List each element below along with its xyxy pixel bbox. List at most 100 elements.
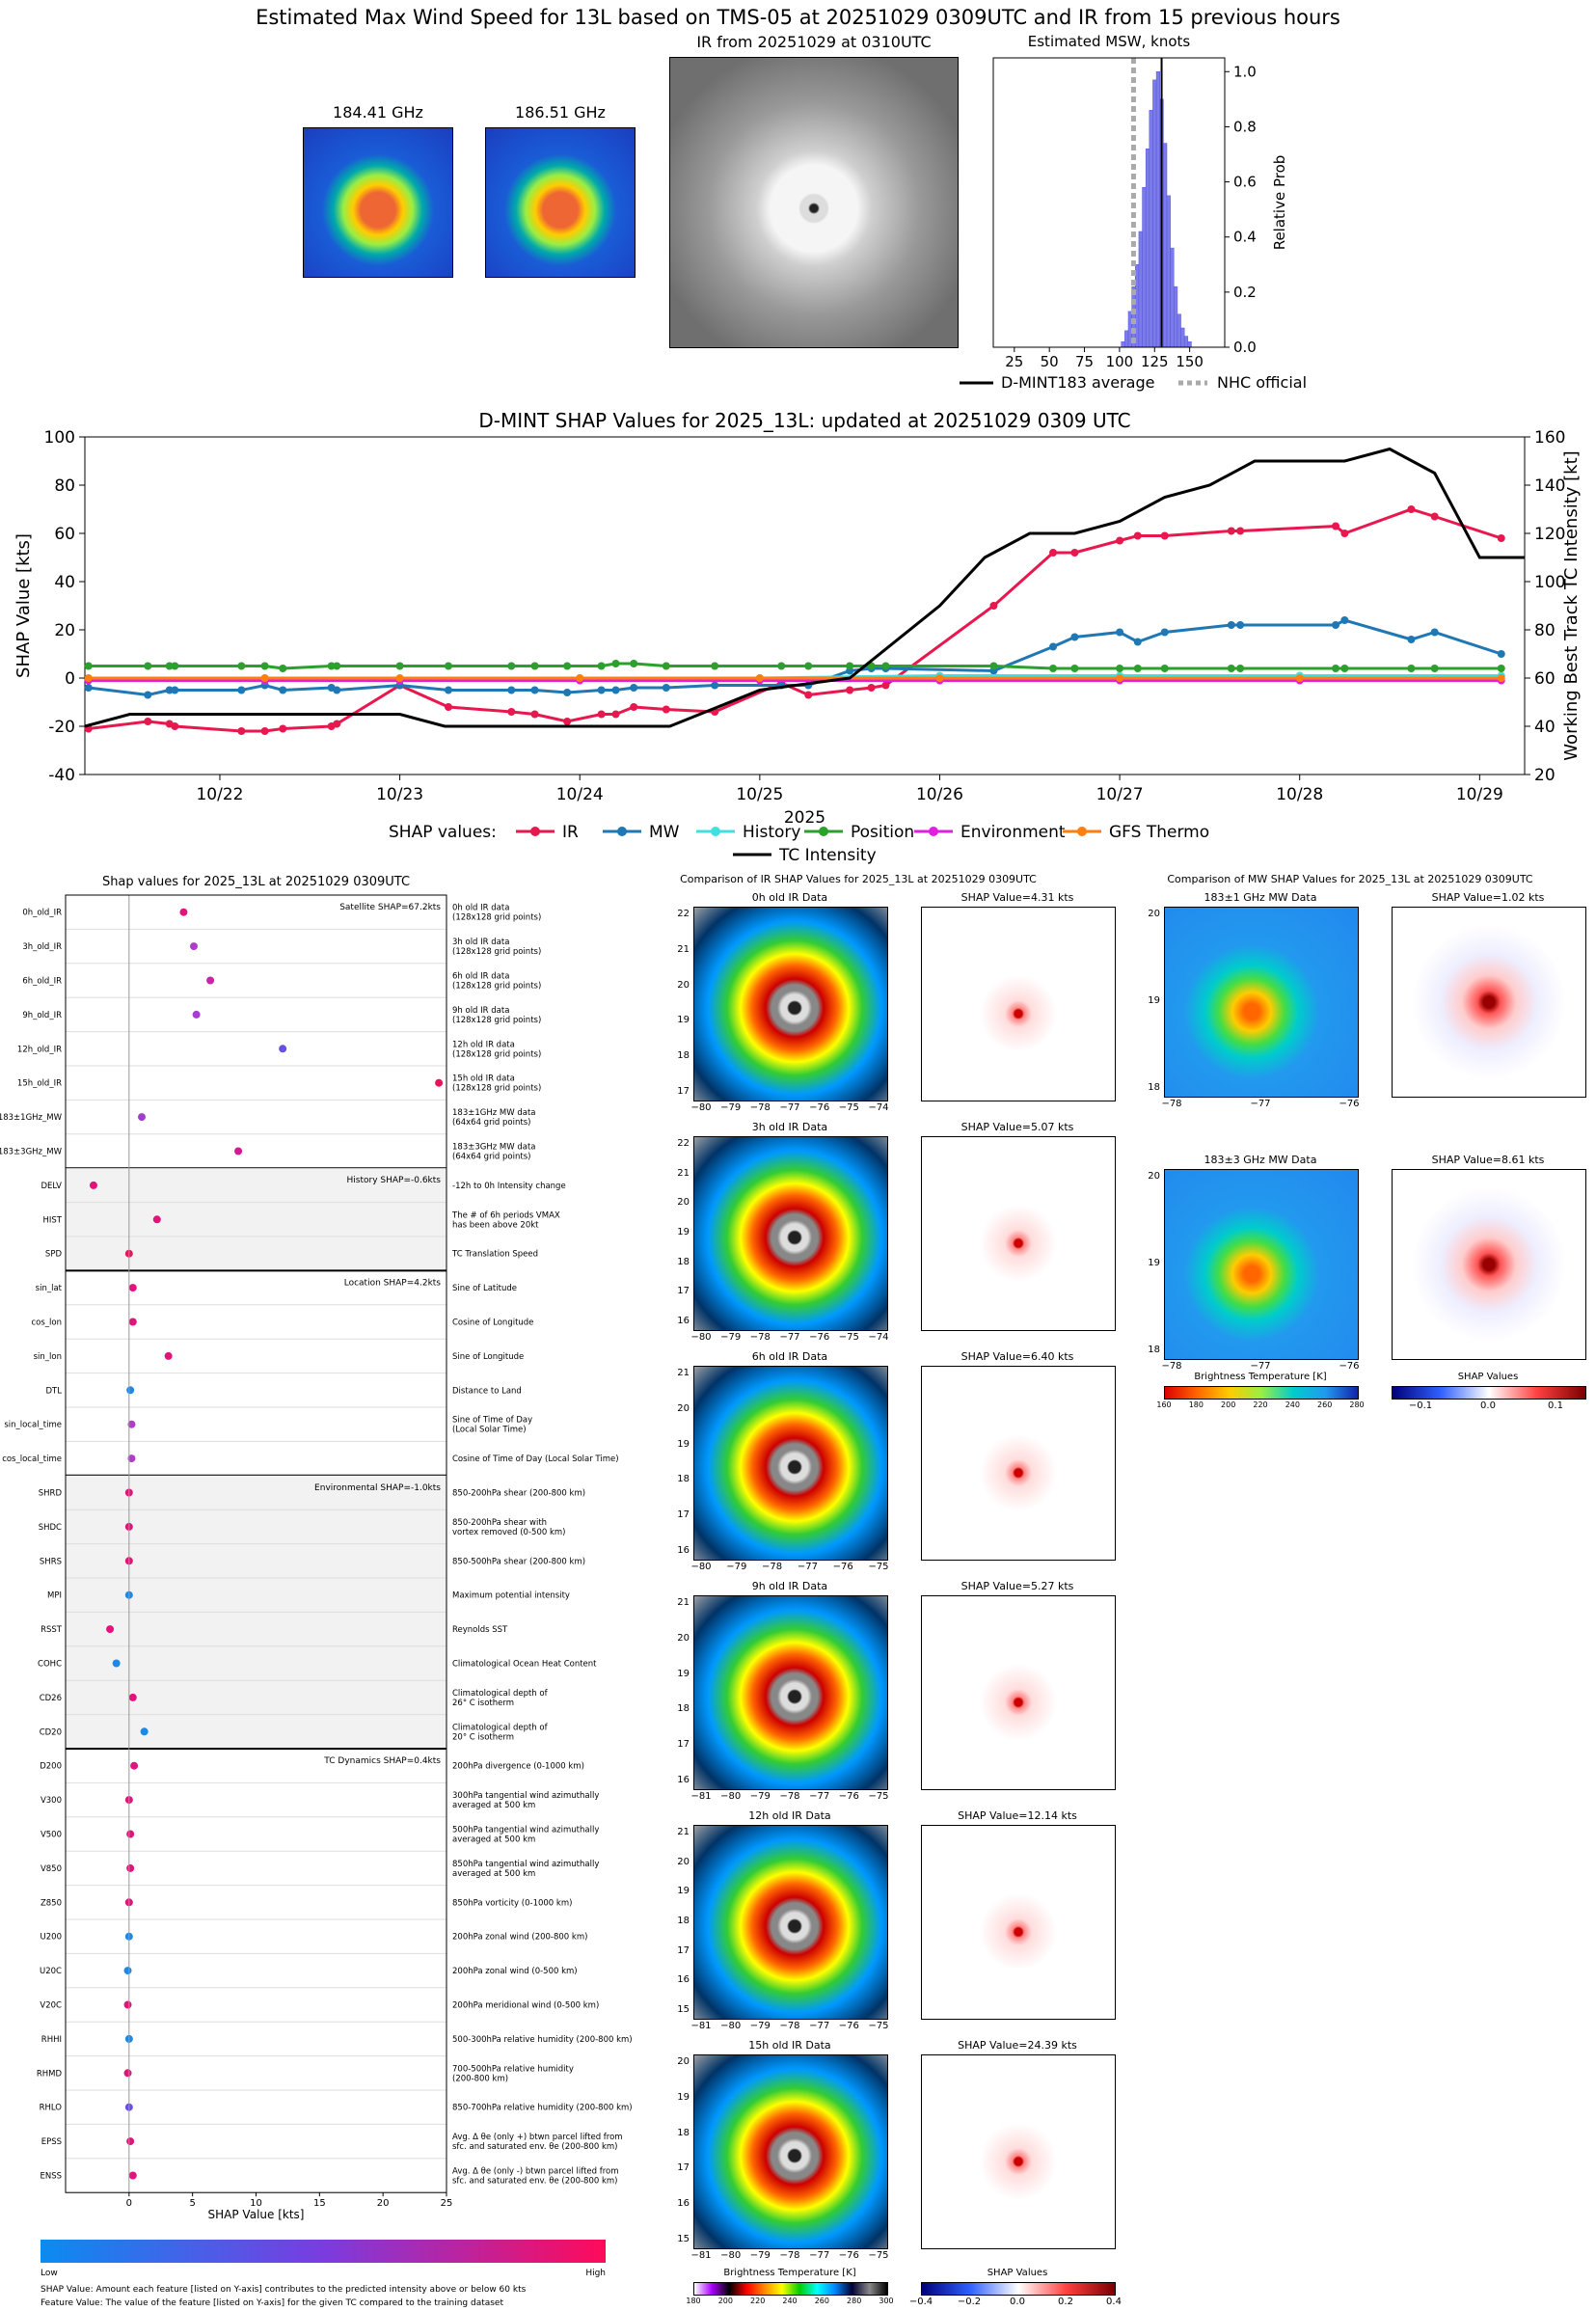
feat-xtick-label: 20 [377,2198,390,2209]
feature-name: RHMD [37,2069,63,2079]
hist-bar [1177,313,1181,348]
hist-xtick-label: 125 [1141,353,1169,370]
ir-image [669,57,959,348]
legend-marker-IR [530,827,540,836]
panel-shap-map [1392,1169,1586,1360]
hist-bar [1155,71,1160,348]
legend-nhc-label: NHC official [1217,373,1307,392]
series-line-Position [88,662,1501,670]
series-point-MW [1430,628,1439,637]
panel-ytick-label: 17 [677,1509,690,1521]
feature-desc: (64x64 grid points) [452,1118,530,1128]
panel-xtick-label: −77 [779,1102,800,1113]
feature-name: 15h_old_IR [17,1079,62,1089]
line-ytick-label: -20 [48,718,75,737]
series-point-MW [530,686,539,694]
shap-colorbar [921,2282,1116,2296]
feature-shap-chart: Shap values for 2025_13L at 20251029 030… [0,875,633,2308]
series-point-MW [1340,616,1349,624]
line-ytick-label: 60 [54,525,75,544]
feature-point [192,1010,201,1019]
panel-ytick-label: 17 [677,1944,690,1956]
hist-bar [1166,195,1171,348]
series-point-Position [171,662,179,670]
feat-xtick-label: 25 [441,2198,453,2209]
panel-data-map [693,1136,888,1331]
shap-colorbar-tick: −0.2 [957,2297,982,2307]
series-point-Position [260,662,269,670]
feature-name: SHRD [39,1489,63,1499]
series-point-IR [1160,531,1169,540]
panel-ytick-label: 17 [677,2162,690,2174]
footnote-2: Feature Value: The value of the feature … [41,2298,503,2308]
series-point-Position [989,662,998,670]
panel-xtick-label: −77 [809,1791,830,1802]
series-point-Position [1407,665,1416,672]
series-point-IR [1236,527,1245,535]
series-point-IR [597,710,606,719]
series-point-GFS Thermo [576,674,584,682]
feature-point [127,1420,136,1428]
series-point-Position [507,662,516,670]
hist-xtick-label: 100 [1106,353,1134,370]
feature-point [189,942,198,951]
series-point-Position [777,662,786,670]
legend-label-Environment: Environment [960,823,1066,842]
bt-colorbar-tick: 220 [1253,1400,1268,1409]
panel-xtick-label: −76 [838,2021,859,2031]
series-point-MW [144,691,152,699]
series-point-MW [662,684,670,692]
panel-ytick-label: 16 [677,1775,690,1785]
feat-xtick-label: 5 [189,2198,195,2209]
feature-point [106,1625,115,1634]
feature-name: RSST [41,1625,63,1635]
feature-name: 3h_old_IR [22,942,62,952]
feature-name: U200 [41,1933,62,1943]
feature-desc: sfc. and saturated env. θe (200-800 km) [452,2177,618,2187]
panel-ytick-label: 16 [677,1316,690,1326]
panel-xtick-label: −75 [838,1332,859,1343]
panel-data-label: 12h old IR Data [748,1809,831,1822]
panel-ytick-label: 20 [677,1402,690,1414]
series-point-IR [1116,536,1124,545]
panel-xtick-label: −78 [779,1791,800,1802]
shap-colorbar-tick: 0.0 [1480,1400,1496,1411]
panel-xtick-label: −78 [1161,1361,1182,1372]
feature-point [126,1386,135,1395]
panel-xtick-label: −78 [762,1562,783,1572]
line-xtick-label: 10/28 [1276,785,1323,804]
panel-ytick-label: 15 [677,2234,690,2244]
panel-ytick-label: 20 [1148,1171,1160,1182]
panel-shap-label: SHAP Value=1.02 kts [1431,891,1545,904]
line-y2label: Working Best Track TC Intensity [kt] [1561,450,1582,760]
series-point-MW [1070,633,1079,641]
series-point-IR [611,710,620,719]
feature-desc: (128x128 grid points) [452,1016,541,1025]
panel-xtick-label: −80 [720,1791,742,1802]
series-point-IR [846,686,854,694]
feature-name: 183±3GHz_MW [0,1148,63,1157]
feature-desc: 850hPa vorticity (0-1000 km) [452,1898,572,1908]
feat-xtick-label: 15 [313,2198,326,2209]
feature-point [138,1113,146,1122]
series-point-IR [1049,549,1058,557]
mw1-image [303,127,453,278]
series-point-GFS Thermo [1116,674,1124,682]
panel-xtick-label: −80 [690,1102,712,1113]
feature-desc: Sine of Time of Day [452,1416,532,1426]
hist-ytick-label: 0.4 [1233,229,1257,246]
panel-xtick-label: −80 [720,2250,742,2261]
bt-colorbar-label: Brightness Temperature [K] [723,2268,856,2278]
feature-name: sin_lat [36,1284,63,1293]
panel-ytick-label: 17 [677,1739,690,1751]
panel-ytick-label: 20 [677,1856,690,1867]
bt-colorbar [693,2282,888,2296]
feature-point [128,1284,137,1292]
line-y2tick-label: 100 [1534,573,1565,592]
series-point-IR [1407,505,1416,513]
feature-name: V20C [40,2001,62,2011]
feature-point [164,1351,173,1360]
feature-desc: 200hPa divergence (0-1000 km) [452,1762,584,1772]
series-point-MW [1332,621,1340,629]
series-point-Position [1332,665,1340,672]
